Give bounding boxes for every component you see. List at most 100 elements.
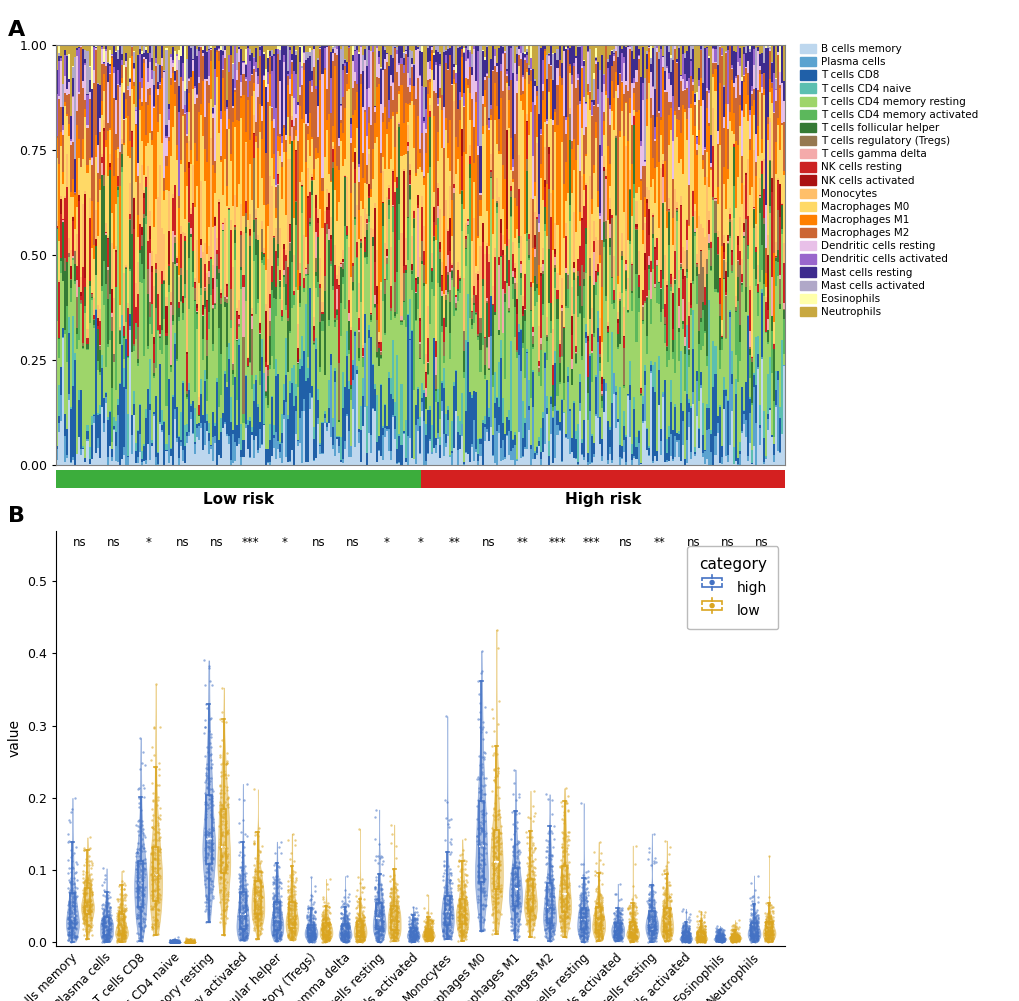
- Point: [725, 926, 741, 942]
- Point: [605, 929, 622, 945]
- Bar: [684, 90, 686, 109]
- Point: [353, 925, 369, 941]
- Bar: [327, 193, 329, 210]
- Point: [656, 926, 673, 942]
- Point: [237, 882, 254, 898]
- Bar: [536, 446, 538, 453]
- Point: [237, 897, 254, 913]
- Bar: [674, 373, 676, 404]
- Point: [215, 800, 231, 816]
- Point: [200, 834, 216, 850]
- Bar: [319, 258, 321, 283]
- Point: [691, 925, 707, 941]
- Point: [252, 863, 268, 879]
- Bar: [56, 70, 58, 93]
- Point: [589, 933, 605, 949]
- Bar: [196, 329, 198, 424]
- Bar: [546, 408, 548, 413]
- Point: [749, 923, 765, 939]
- Point: [387, 930, 404, 946]
- Bar: [540, 386, 542, 428]
- Point: [723, 934, 740, 950]
- Bar: [665, 68, 667, 92]
- Point: [608, 926, 625, 942]
- Point: [713, 930, 730, 946]
- Bar: [415, 292, 417, 293]
- Point: [212, 797, 228, 813]
- Point: [132, 879, 149, 895]
- Bar: [540, 459, 542, 464]
- Bar: [327, 210, 329, 229]
- Point: [96, 917, 112, 933]
- Point: [507, 909, 524, 925]
- Bar: [489, 170, 491, 172]
- Point: [537, 902, 553, 918]
- Bar: [93, 320, 95, 325]
- Bar: [556, 319, 558, 396]
- Point: [170, 934, 186, 950]
- Point: [113, 902, 129, 918]
- Bar: [469, 45, 471, 50]
- Point: [132, 921, 149, 937]
- Point: [606, 886, 623, 902]
- Point: [129, 868, 146, 884]
- Bar: [713, 201, 715, 233]
- Bar: [286, 117, 288, 158]
- Bar: [275, 251, 276, 287]
- Bar: [448, 333, 450, 359]
- Bar: [562, 45, 565, 51]
- Point: [555, 856, 572, 872]
- Point: [484, 827, 500, 843]
- Point: [712, 933, 729, 949]
- Bar: [101, 163, 103, 175]
- Bar: [507, 45, 510, 86]
- Bar: [121, 60, 123, 65]
- Bar: [631, 460, 633, 465]
- Point: [654, 886, 671, 902]
- Point: [269, 917, 285, 933]
- Point: [489, 829, 505, 845]
- Point: [712, 931, 729, 947]
- Bar: [392, 417, 394, 465]
- Point: [202, 773, 218, 789]
- Point: [708, 930, 725, 946]
- Point: [674, 901, 690, 917]
- Point: [544, 871, 560, 887]
- Bar: [726, 235, 728, 240]
- Point: [300, 901, 316, 917]
- Point: [655, 902, 672, 918]
- Bar: [680, 45, 682, 75]
- Bar: [684, 250, 686, 275]
- Point: [66, 912, 83, 928]
- Point: [128, 844, 145, 860]
- Point: [61, 922, 77, 938]
- Bar: [415, 293, 417, 319]
- Bar: [153, 373, 155, 375]
- Bar: [376, 286, 378, 303]
- Point: [749, 925, 765, 941]
- Bar: [372, 246, 374, 364]
- Point: [661, 889, 678, 905]
- Point: [233, 862, 250, 878]
- Bar: [269, 423, 271, 440]
- Point: [170, 934, 186, 950]
- Point: [333, 930, 350, 946]
- Bar: [263, 248, 265, 252]
- Point: [266, 888, 282, 904]
- Bar: [251, 432, 253, 434]
- Bar: [704, 333, 706, 449]
- Bar: [417, 45, 419, 47]
- Point: [163, 933, 179, 949]
- Point: [170, 934, 186, 950]
- Bar: [198, 77, 200, 83]
- Point: [150, 916, 166, 932]
- Bar: [60, 421, 62, 465]
- Bar: [380, 358, 382, 384]
- Point: [551, 913, 568, 929]
- Bar: [282, 249, 284, 269]
- Point: [60, 880, 76, 896]
- Point: [367, 901, 383, 917]
- Bar: [362, 45, 364, 55]
- Bar: [514, 134, 516, 198]
- Bar: [572, 63, 574, 66]
